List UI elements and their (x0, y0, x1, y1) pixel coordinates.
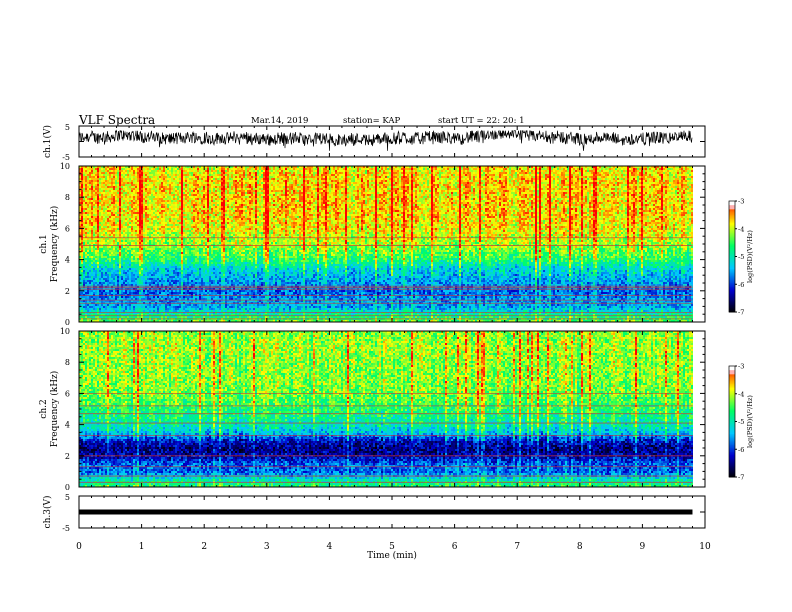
s1-channel-label: ch.1 (39, 234, 49, 253)
s2-channel-label: ch.2 (39, 399, 49, 418)
time-tick-label: 7 (514, 542, 520, 552)
s2-heatmap (79, 331, 693, 487)
s2-ytick-label: 10 (60, 327, 70, 336)
time-tick-label: 9 (640, 542, 646, 552)
time-tick-label: 0 (76, 542, 82, 552)
ch3w-ytick-label: -5 (62, 524, 70, 533)
cb1-tick-label: -6 (738, 281, 744, 289)
s1-ytick-label: 10 (60, 162, 70, 171)
s1-ytick-label: 8 (65, 193, 70, 202)
cb2-tick-label: -7 (738, 474, 744, 482)
ch1w-trace (79, 131, 692, 151)
ch1-waveform-panel: 5 -5 ch.1(V) (42, 123, 705, 162)
s1-ytick-label: 0 (65, 318, 70, 327)
time-tick-label: 8 (577, 542, 583, 552)
cb2-tick-label: -3 (738, 363, 744, 371)
ch1-colorbar: -3 -4 -5 -6 -7 log(PSD)(V²/Hz) (729, 198, 754, 317)
s1-ytick-label: 6 (65, 224, 70, 233)
s2-ytick-label: 4 (65, 421, 70, 430)
time-tick-label: 1 (139, 542, 145, 552)
ch3-waveform-panel: 5 -5 ch.3(V) (42, 493, 705, 533)
ch2-colorbar: -3 -4 -5 -6 -7 log(PSD)(V²/Hz) (729, 363, 754, 482)
s1-ylabel: Frequency (kHz) (49, 206, 60, 283)
cb1-tick-label: -4 (738, 225, 744, 233)
ch1w-ylabel: ch.1(V) (42, 125, 53, 158)
cb2-tick-label: -6 (738, 446, 744, 454)
cb2-label: log(PSD)(V²/Hz) (746, 395, 754, 448)
cb2-tick-label: -4 (738, 390, 744, 398)
s1-heatmap (79, 166, 693, 322)
s1-ytick-label: 2 (65, 287, 70, 296)
cb2-tick-label: -5 (738, 418, 744, 426)
cb1-label: log(PSD)(V²/Hz) (746, 230, 754, 283)
time-tick-label: 10 (699, 542, 711, 552)
cb1-tick-label: -7 (738, 309, 744, 317)
ch3w-ytick-label: 5 (65, 493, 70, 502)
s2-ytick-label: 2 (65, 452, 70, 461)
s2-ytick-label: 0 (65, 483, 70, 492)
s2-ylabel: Frequency (kHz) (49, 371, 60, 448)
s2-ytick-label: 6 (65, 389, 70, 398)
time-tick-label: 6 (452, 542, 458, 552)
cb1-tick-label: -5 (738, 253, 744, 261)
ch2-spectrogram-panel: 0 2 4 6 8 10 ch.2 Frequency (kHz) (39, 327, 705, 492)
s1-ytick-label: 4 (65, 256, 70, 265)
cb1-tick-label: -3 (738, 198, 744, 206)
time-tick-label: 2 (201, 542, 207, 552)
ch1w-ytick-label: -5 (62, 153, 70, 162)
time-axis-label: Time (min) (367, 550, 417, 561)
ch3w-ylabel: ch.3(V) (42, 496, 53, 529)
time-tick-label: 4 (327, 542, 333, 552)
time-tick-label: 3 (264, 542, 270, 552)
s2-ytick-label: 8 (65, 358, 70, 367)
ch1w-ytick-label: 5 (65, 123, 70, 132)
ch1-spectrogram-panel: 0 2 4 6 8 10 ch.1 Frequency (kHz) (39, 162, 705, 327)
